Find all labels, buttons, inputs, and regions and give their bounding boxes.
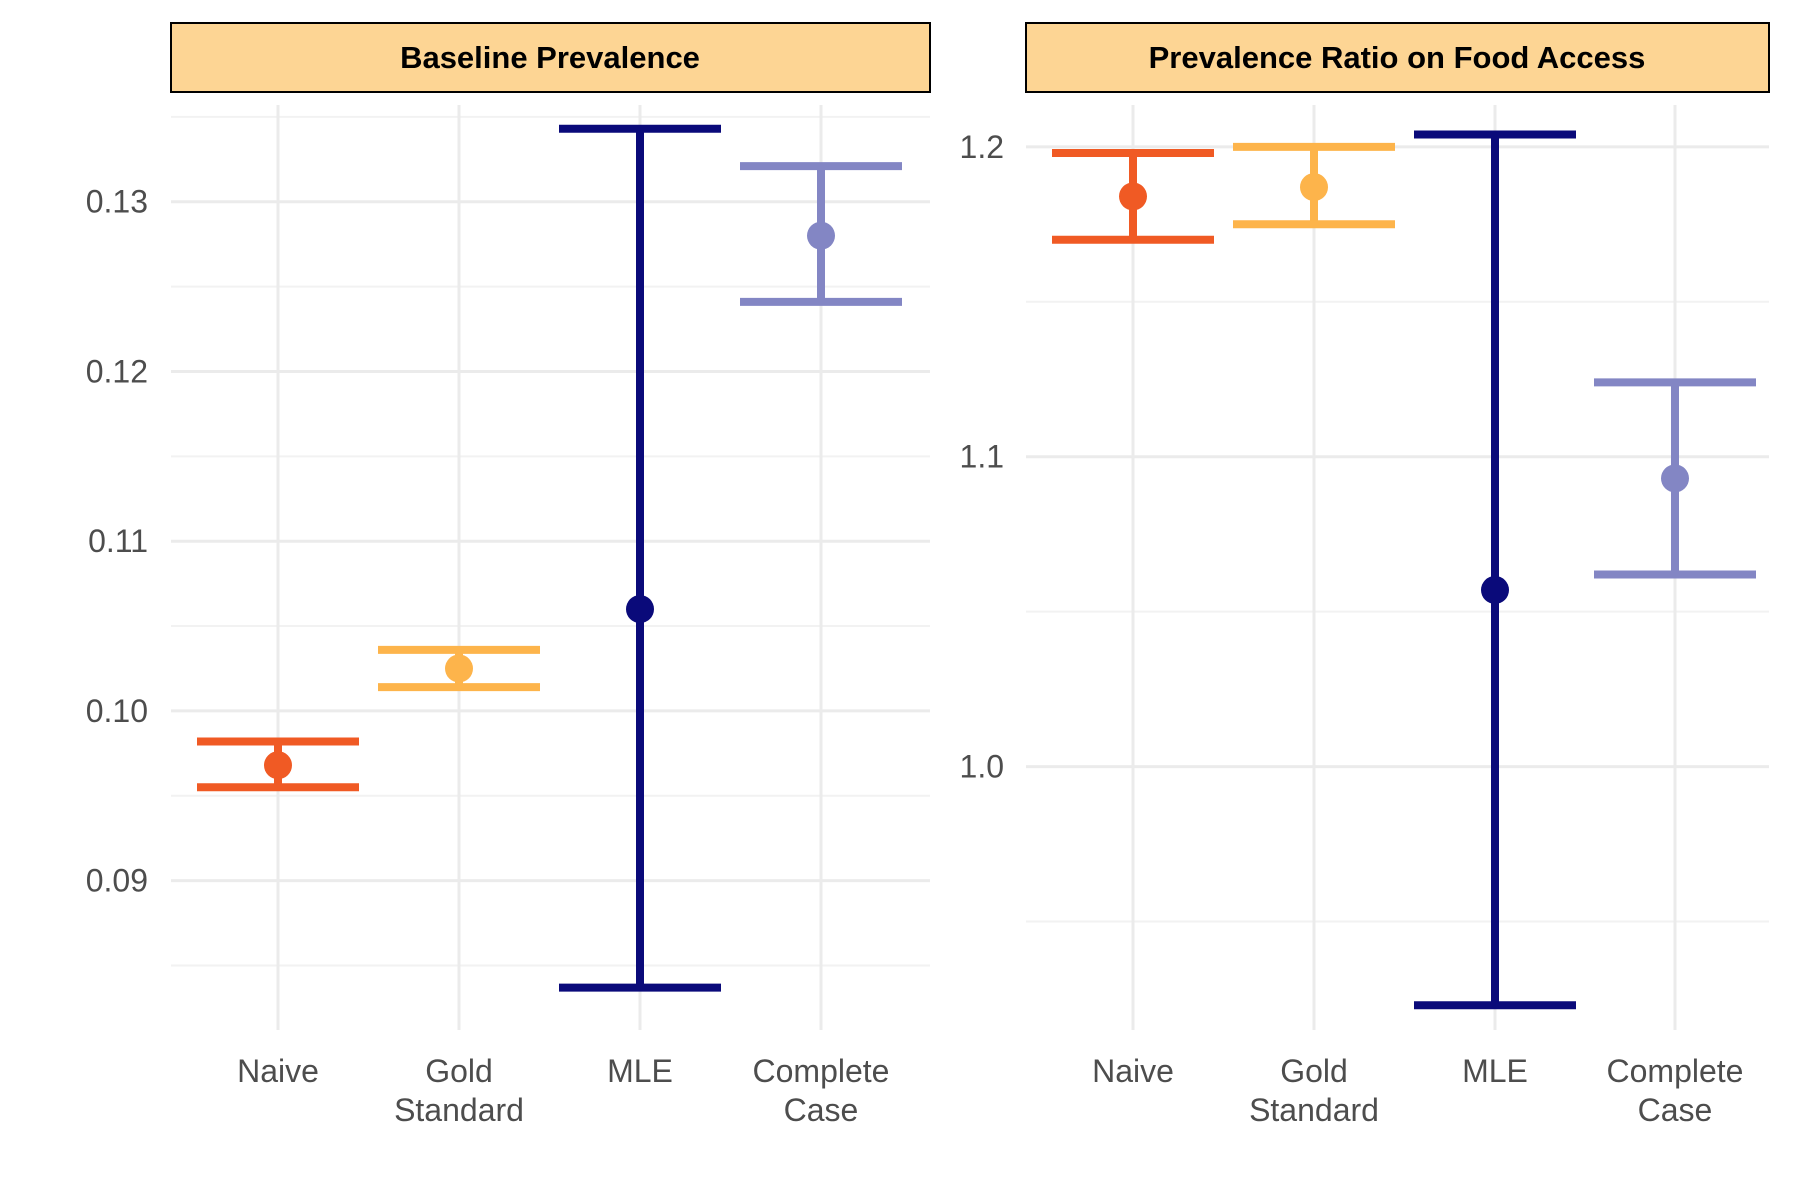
panel-prevalence-ratio: Prevalence Ratio on Food Access 1.01.11.… <box>960 22 1770 1128</box>
y-tick-label: 0.11 <box>88 523 148 559</box>
error-bar <box>1233 142 1395 229</box>
y-tick-label: 1.1 <box>960 439 1004 475</box>
x-tick-label: Complete Case <box>1607 1053 1744 1128</box>
estimate-point <box>1481 575 1509 604</box>
x-tick-label: Gold Standard <box>394 1053 524 1128</box>
error-bar <box>1052 149 1214 244</box>
x-tick-label: MLE <box>607 1053 673 1089</box>
estimate-point <box>445 654 473 683</box>
panel-title: Baseline Prevalence <box>400 40 700 75</box>
error-bar <box>1414 130 1576 1010</box>
error-bar <box>197 737 359 792</box>
plot-area: 1.0 1.1 1.2 Naive Gold Standard MLE Complete Cas… <box>960 105 1769 1128</box>
panel-baseline-prevalence: Baseline Prevalence 0.09 0.10 0.11 0.12 0.13… <box>86 22 931 1128</box>
x-tick-label: MLE <box>1462 1053 1528 1089</box>
error-bar <box>740 162 902 306</box>
error-bar <box>1594 378 1756 579</box>
x-tick-label: Naive <box>1092 1053 1174 1089</box>
estimate-point <box>626 595 654 624</box>
estimate-point <box>1119 182 1147 211</box>
y-tick-label: 0.13 <box>86 184 148 220</box>
estimate-point <box>264 751 292 780</box>
error-bar <box>559 124 721 992</box>
estimate-point <box>1300 173 1328 202</box>
y-tick-label: 0.12 <box>86 353 148 389</box>
y-tick-label: 0.09 <box>86 863 148 899</box>
y-tick-label: 1.0 <box>960 749 1004 785</box>
strip-background <box>170 22 931 93</box>
panel-title: Prevalence Ratio on Food Access <box>1149 40 1646 75</box>
plot-area: 0.09 0.10 0.11 0.12 0.13 Naive Gold Standard MLE… <box>86 105 930 1128</box>
x-tick-label: Naive <box>237 1053 319 1089</box>
y-tick-label: 0.10 <box>86 693 148 729</box>
error-bar <box>378 645 540 692</box>
estimate-point <box>1661 464 1689 493</box>
y-tick-label: 1.2 <box>960 129 1004 165</box>
estimate-point <box>807 221 835 250</box>
strip-background <box>1025 22 1770 93</box>
x-tick-label: Complete Case <box>753 1053 890 1128</box>
x-tick-label: Gold Standard <box>1249 1053 1379 1128</box>
